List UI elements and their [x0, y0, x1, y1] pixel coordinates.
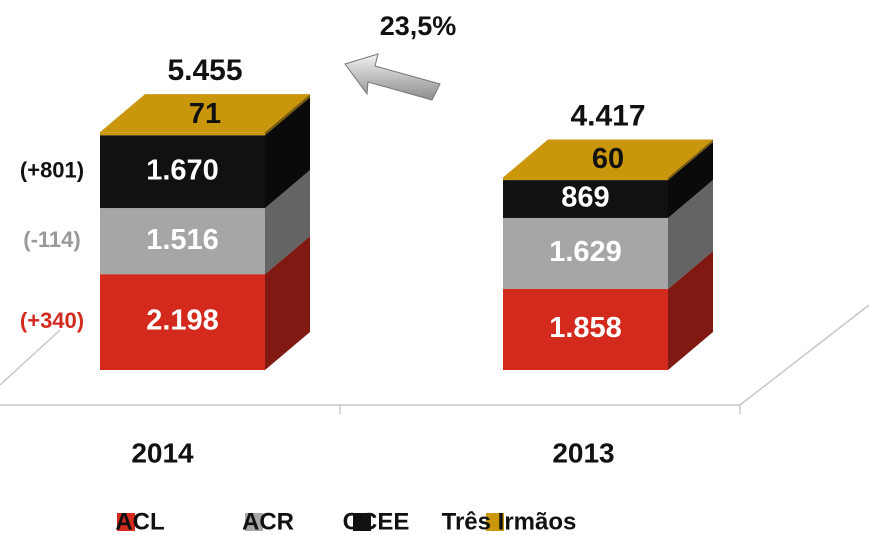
bar-side [265, 236, 310, 370]
bar-segment [503, 139, 713, 181]
bar-front [503, 288, 668, 370]
bar-front [100, 135, 265, 209]
bar-front [503, 217, 668, 289]
value-label: 71 [189, 98, 221, 130]
bar-segment [100, 170, 310, 275]
bar-top [100, 94, 310, 133]
bar-side [668, 142, 713, 218]
bar-segment [503, 250, 713, 370]
bar-side [668, 179, 713, 289]
total-label: 4.417 [570, 99, 645, 132]
bar-front [503, 180, 668, 218]
value-label: 1.858 [549, 312, 622, 344]
legend-label: ACL [115, 508, 164, 535]
legend-label: Três Irmãos [442, 508, 577, 535]
bar-segment [100, 97, 310, 209]
bar-front [100, 208, 265, 275]
legend-label: ACR [242, 508, 294, 535]
value-label: 1.670 [146, 154, 219, 186]
change-label: (-114) [23, 227, 80, 252]
value-label: 1.516 [146, 224, 219, 256]
annotation: 23,5% [380, 11, 457, 41]
bar-segment [503, 179, 713, 289]
value-label: 60 [592, 143, 624, 175]
bar-segment [100, 236, 310, 370]
x-tick-label: 2014 [131, 437, 194, 468]
legend-swatch [245, 513, 263, 531]
bar-side [668, 139, 713, 181]
bar-front [100, 132, 265, 136]
bar-front [100, 274, 265, 370]
bar-segment [100, 94, 310, 136]
bar-side [265, 170, 310, 275]
value-label: 869 [561, 182, 609, 214]
legend-label: CCEE [343, 508, 410, 535]
floor [0, 304, 869, 414]
legend-swatch [353, 513, 371, 531]
change-label: (+801) [20, 157, 84, 182]
value-label: 2.198 [146, 305, 219, 337]
bar-side [265, 94, 310, 136]
bar-front [503, 177, 668, 181]
bar-side [668, 250, 713, 370]
legend-swatch [486, 513, 504, 531]
x-tick-label: 2013 [552, 437, 614, 468]
bar-side [265, 97, 310, 209]
bar-top [503, 139, 713, 178]
value-label: 1.629 [549, 236, 622, 268]
legend-swatch [117, 513, 135, 531]
change-label: (+340) [20, 308, 84, 333]
total-label: 5.455 [167, 54, 242, 87]
bar-segment [503, 142, 713, 218]
growth-arrow [344, 53, 441, 101]
